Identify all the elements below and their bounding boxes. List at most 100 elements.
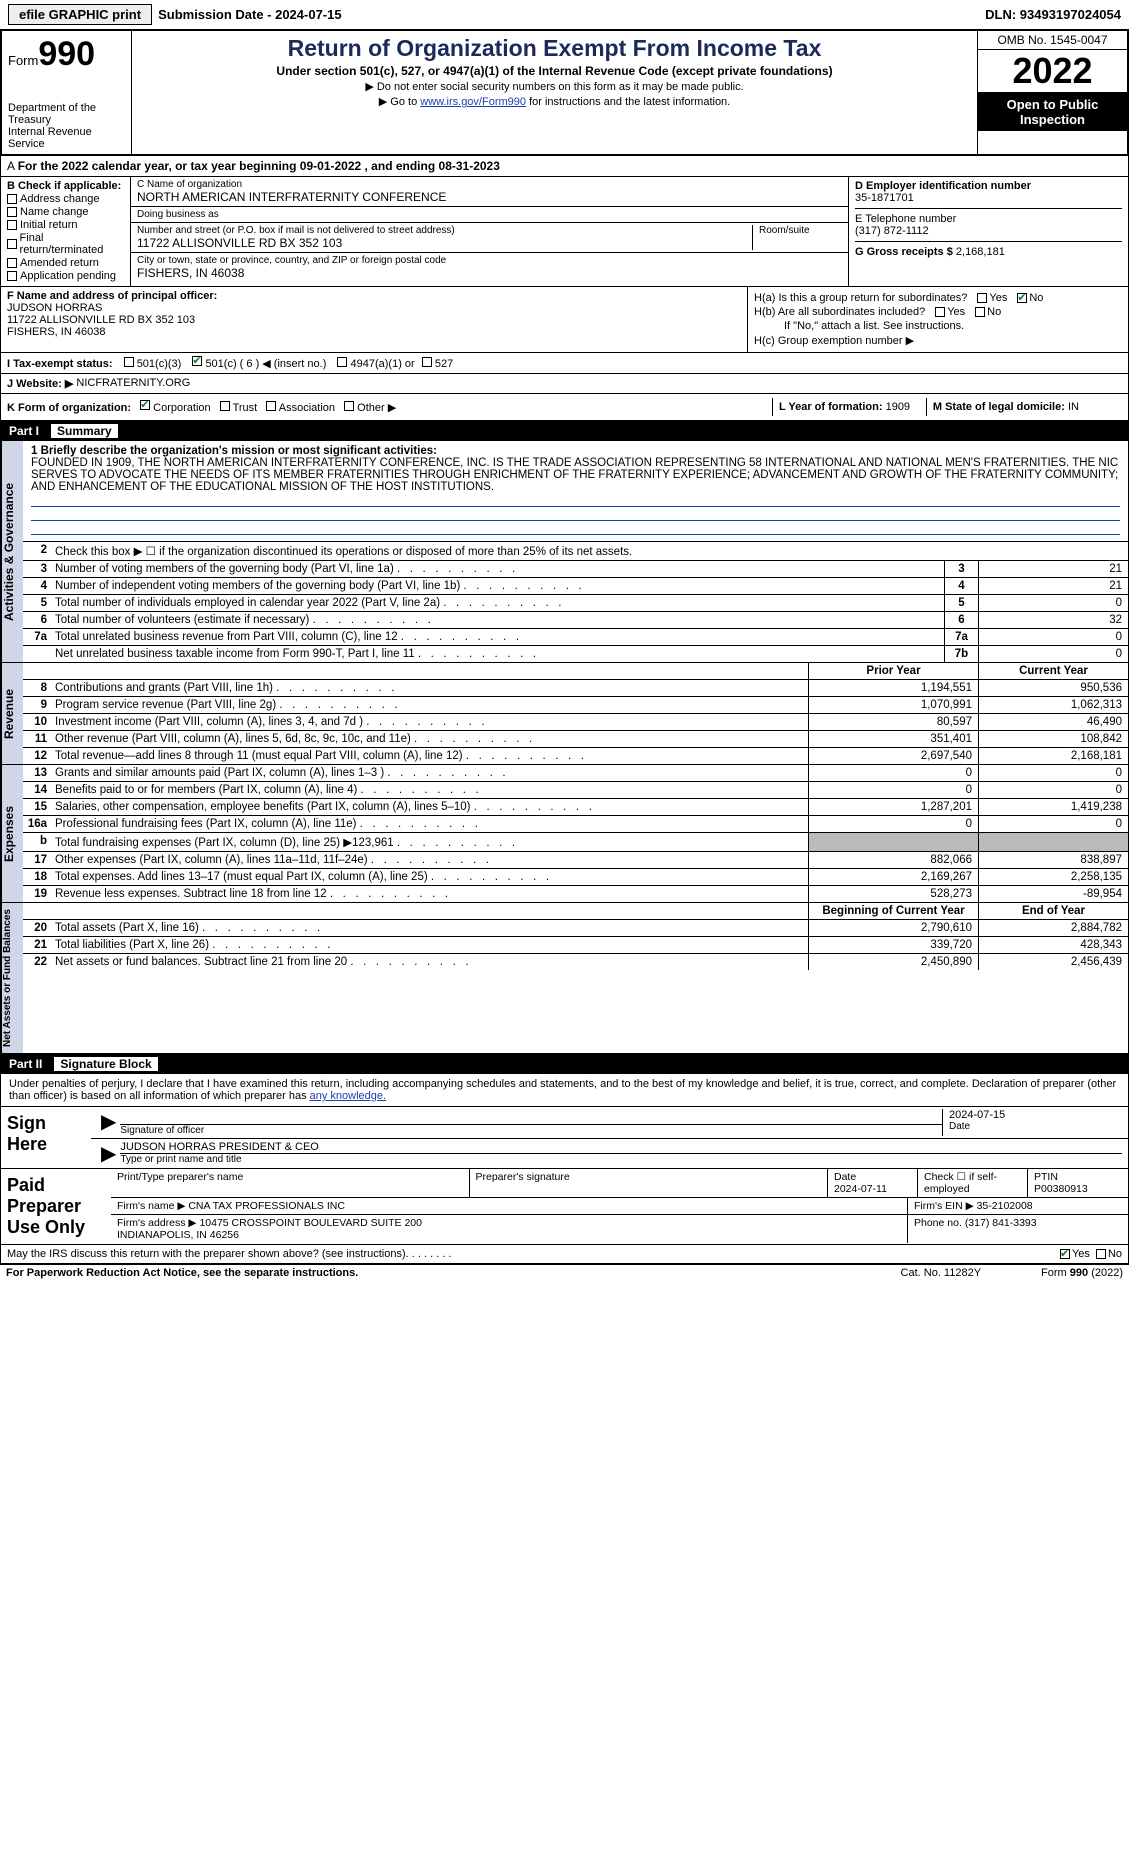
discuss-yes-lbl: Yes bbox=[1072, 1248, 1090, 1260]
lbl-amended: Amended return bbox=[20, 257, 99, 269]
hc-lbl: H(c) Group exemption number ▶ bbox=[754, 334, 914, 347]
note-ssn: ▶ Do not enter social security numbers o… bbox=[138, 80, 971, 93]
sig-date: 2024-07-15 bbox=[949, 1109, 1122, 1121]
check-application[interactable] bbox=[7, 271, 17, 281]
discuss-no-lbl: No bbox=[1108, 1248, 1122, 1260]
row-klm: K Form of organization: Corporation Trus… bbox=[0, 394, 1129, 421]
tax-year: 2022 bbox=[978, 50, 1127, 93]
i-501c3[interactable] bbox=[124, 357, 134, 367]
f-name: JUDSON HORRAS bbox=[7, 302, 741, 314]
paid-preparer-label: Paid Preparer Use Only bbox=[1, 1169, 111, 1244]
m-lbl: M State of legal domicile: bbox=[933, 401, 1065, 413]
l-val: 1909 bbox=[886, 401, 910, 413]
i-lbl: I Tax-exempt status: bbox=[7, 358, 113, 370]
street: 11722 ALLISONVILLE RD BX 352 103 bbox=[137, 236, 752, 250]
street-lbl: Number and street (or P.O. box if mail i… bbox=[137, 225, 752, 236]
check-address-change[interactable] bbox=[7, 194, 17, 204]
sign-here-label: Sign Here bbox=[1, 1107, 91, 1168]
form-header: Form990 Department of the Treasury Inter… bbox=[0, 31, 1129, 156]
k-opt-assoc: Association bbox=[279, 402, 335, 414]
i-501c[interactable] bbox=[192, 356, 202, 366]
table-row: 6 Total number of volunteers (estimate i… bbox=[23, 612, 1128, 629]
topbar: efile GRAPHIC print Submission Date - 20… bbox=[0, 0, 1129, 31]
header-right: OMB No. 1545-0047 2022 Open to Public In… bbox=[977, 31, 1127, 154]
firm-name-lbl: Firm's name ▶ bbox=[117, 1200, 185, 1212]
firm-name: CNA TAX PROFESSIONALS INC bbox=[188, 1200, 345, 1212]
k-opt-corp: Corporation bbox=[153, 402, 210, 414]
prep-sig-lbl: Preparer's signature bbox=[476, 1171, 822, 1183]
open-inspection: Open to Public Inspection bbox=[978, 93, 1127, 131]
blank-line-2 bbox=[31, 509, 1120, 521]
i-opt-1: 501(c) ( 6 ) ◀ (insert no.) bbox=[205, 358, 326, 370]
org-name: NORTH AMERICAN INTERFRATERNITY CONFERENC… bbox=[137, 190, 842, 204]
row-j: J Website: ▶ NICFRATERNITY.ORG bbox=[0, 374, 1129, 394]
table-row: 7a Total unrelated business revenue from… bbox=[23, 629, 1128, 646]
m-val: IN bbox=[1068, 401, 1079, 413]
k-corp[interactable] bbox=[140, 400, 150, 410]
city-lbl: City or town, state or province, country… bbox=[137, 255, 842, 266]
lbl-no: No bbox=[1029, 292, 1043, 304]
website: NICFRATERNITY.ORG bbox=[76, 377, 190, 390]
k-trust[interactable] bbox=[220, 401, 230, 411]
col-c-org: C Name of organization NORTH AMERICAN IN… bbox=[131, 177, 848, 286]
lbl-initial: Initial return bbox=[20, 219, 77, 231]
table-row: 5 Total number of individuals employed i… bbox=[23, 595, 1128, 612]
check-initial[interactable] bbox=[7, 220, 17, 230]
part1-expenses: Expenses 13 Grants and similar amounts p… bbox=[0, 765, 1129, 903]
table-row: 10 Investment income (Part VIII, column … bbox=[23, 714, 1128, 731]
lbl-application: Application pending bbox=[20, 270, 116, 282]
ha-no[interactable] bbox=[1017, 293, 1027, 303]
row-i: I Tax-exempt status: 501(c)(3) 501(c) ( … bbox=[0, 353, 1129, 374]
hb-note: If "No," attach a list. See instructions… bbox=[754, 320, 1122, 332]
k-other[interactable] bbox=[344, 401, 354, 411]
cat-no: Cat. No. 11282Y bbox=[901, 1267, 982, 1279]
f-lbl: F Name and address of principal officer: bbox=[7, 290, 217, 302]
hb-lbl: H(b) Are all subordinates included? bbox=[754, 306, 925, 318]
h-block: H(a) Is this a group return for subordin… bbox=[748, 287, 1128, 352]
ein: 35-1871701 bbox=[855, 192, 1122, 204]
l-lbl: L Year of formation: bbox=[779, 401, 883, 413]
department: Department of the Treasury Internal Reve… bbox=[8, 102, 125, 150]
gross: 2,168,181 bbox=[956, 246, 1005, 258]
row-f-h: F Name and address of principal officer:… bbox=[0, 287, 1129, 353]
side-expenses: Expenses bbox=[1, 765, 23, 902]
paid-preparer-row: Paid Preparer Use Only Print/Type prepar… bbox=[1, 1168, 1128, 1244]
efile-print-button[interactable]: efile GRAPHIC print bbox=[8, 4, 152, 25]
check-amended[interactable] bbox=[7, 258, 17, 268]
i-4947[interactable] bbox=[337, 357, 347, 367]
k-assoc[interactable] bbox=[266, 401, 276, 411]
table-row: Net unrelated business taxable income fr… bbox=[23, 646, 1128, 662]
table-row: 11 Other revenue (Part VIII, column (A),… bbox=[23, 731, 1128, 748]
city: FISHERS, IN 46038 bbox=[137, 266, 842, 280]
b-header: B Check if applicable: bbox=[7, 180, 124, 192]
sig-name: JUDSON HORRAS PRESIDENT & CEO bbox=[120, 1141, 1122, 1154]
prep-name-lbl: Print/Type preparer's name bbox=[117, 1171, 463, 1183]
i-527[interactable] bbox=[422, 357, 432, 367]
firm-phone-lbl: Phone no. bbox=[914, 1217, 962, 1229]
hdr-end: End of Year bbox=[978, 903, 1128, 919]
table-row: 12 Total revenue—add lines 8 through 11 … bbox=[23, 748, 1128, 764]
discuss-no[interactable] bbox=[1096, 1249, 1106, 1259]
discuss-yes[interactable] bbox=[1060, 1249, 1070, 1259]
sig-intro-text: Under penalties of perjury, I declare th… bbox=[9, 1078, 1116, 1102]
phone: (317) 872-1112 bbox=[855, 225, 1122, 237]
a-line-text: For the 2022 calendar year, or tax year … bbox=[18, 159, 500, 173]
check-final[interactable] bbox=[7, 239, 17, 249]
irs-link[interactable]: www.irs.gov/Form990 bbox=[420, 96, 526, 108]
note-goto-pre: ▶ Go to bbox=[379, 96, 420, 108]
arrow-icon: ▶ bbox=[97, 1109, 120, 1136]
table-row: 18 Total expenses. Add lines 13–17 (must… bbox=[23, 869, 1128, 886]
i-opt-3: 527 bbox=[435, 358, 453, 370]
lbl-no2: No bbox=[987, 306, 1001, 318]
gross-lbl: G Gross receipts $ bbox=[855, 246, 953, 258]
check-name-change[interactable] bbox=[7, 207, 17, 217]
sig-officer-lbl: Signature of officer bbox=[120, 1125, 942, 1136]
table-row: 14 Benefits paid to or for members (Part… bbox=[23, 782, 1128, 799]
sig-date-lbl: Date bbox=[949, 1121, 1122, 1132]
hb-yes[interactable] bbox=[935, 307, 945, 317]
hb-no[interactable] bbox=[975, 307, 985, 317]
j-lbl: J Website: ▶ bbox=[7, 377, 73, 390]
sig-intro: Under penalties of perjury, I declare th… bbox=[1, 1074, 1128, 1106]
ha-yes[interactable] bbox=[977, 293, 987, 303]
phone-lbl: E Telephone number bbox=[855, 213, 1122, 225]
